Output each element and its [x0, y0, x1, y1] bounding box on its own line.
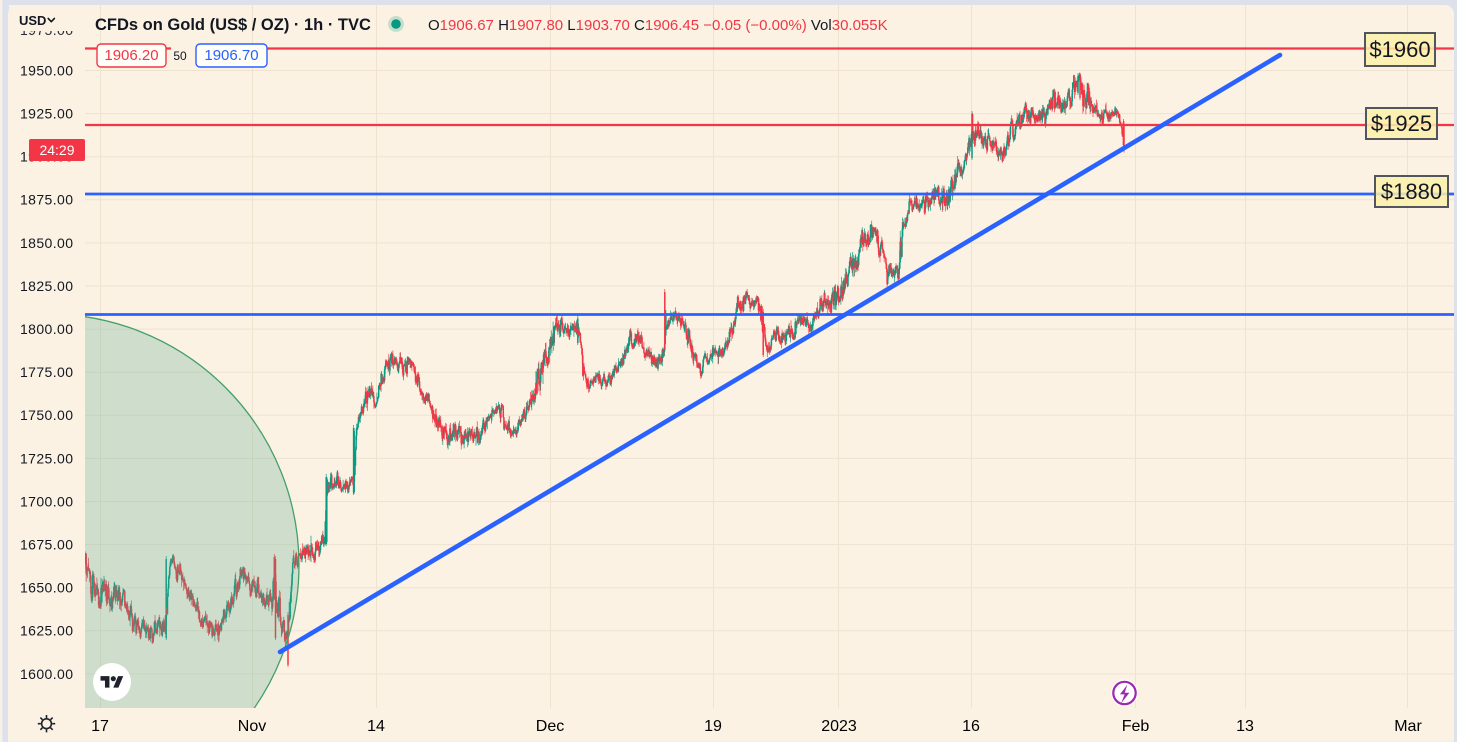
svg-text:2023: 2023 [821, 718, 857, 735]
svg-text:USD: USD [19, 13, 46, 28]
svg-text:1800.00: 1800.00 [20, 321, 73, 337]
svg-text:Mar: Mar [1394, 718, 1422, 735]
svg-text:1600.00: 1600.00 [20, 666, 73, 682]
svg-text:$1960: $1960 [1369, 37, 1430, 62]
svg-text:$1925: $1925 [1371, 111, 1432, 136]
svg-text:1675.00: 1675.00 [20, 537, 73, 553]
svg-text:Dec: Dec [536, 718, 564, 735]
svg-text:Feb: Feb [1122, 718, 1150, 735]
svg-text:1725.00: 1725.00 [20, 450, 73, 466]
svg-text:1906.70: 1906.70 [204, 47, 258, 64]
svg-text:14: 14 [367, 718, 385, 735]
svg-text:Nov: Nov [238, 718, 266, 735]
svg-text:O1906.67 H1907.80 L1903.70 C19: O1906.67 H1907.80 L1903.70 C1906.45 −0.0… [428, 17, 888, 34]
svg-text:1700.00: 1700.00 [20, 493, 73, 509]
svg-text:1950.00: 1950.00 [20, 62, 73, 78]
svg-text:50: 50 [173, 49, 187, 63]
svg-text:$1880: $1880 [1381, 179, 1442, 204]
svg-text:17: 17 [91, 718, 109, 735]
svg-text:1750.00: 1750.00 [20, 407, 73, 423]
svg-text:1906.20: 1906.20 [104, 47, 158, 64]
svg-text:16: 16 [962, 718, 980, 735]
svg-text:1925.00: 1925.00 [20, 106, 73, 122]
svg-text:1650.00: 1650.00 [20, 580, 73, 596]
svg-text:19: 19 [704, 718, 722, 735]
svg-text:1625.00: 1625.00 [20, 623, 73, 639]
svg-text:24:29: 24:29 [39, 142, 74, 158]
svg-text:1825.00: 1825.00 [20, 278, 73, 294]
svg-text:1875.00: 1875.00 [20, 192, 73, 208]
svg-text:1850.00: 1850.00 [20, 235, 73, 251]
svg-text:CFDs on Gold (US$ / OZ) · 1h ·: CFDs on Gold (US$ / OZ) · 1h · TVC [95, 16, 371, 34]
svg-text:13: 13 [1236, 718, 1254, 735]
svg-text:1775.00: 1775.00 [20, 364, 73, 380]
